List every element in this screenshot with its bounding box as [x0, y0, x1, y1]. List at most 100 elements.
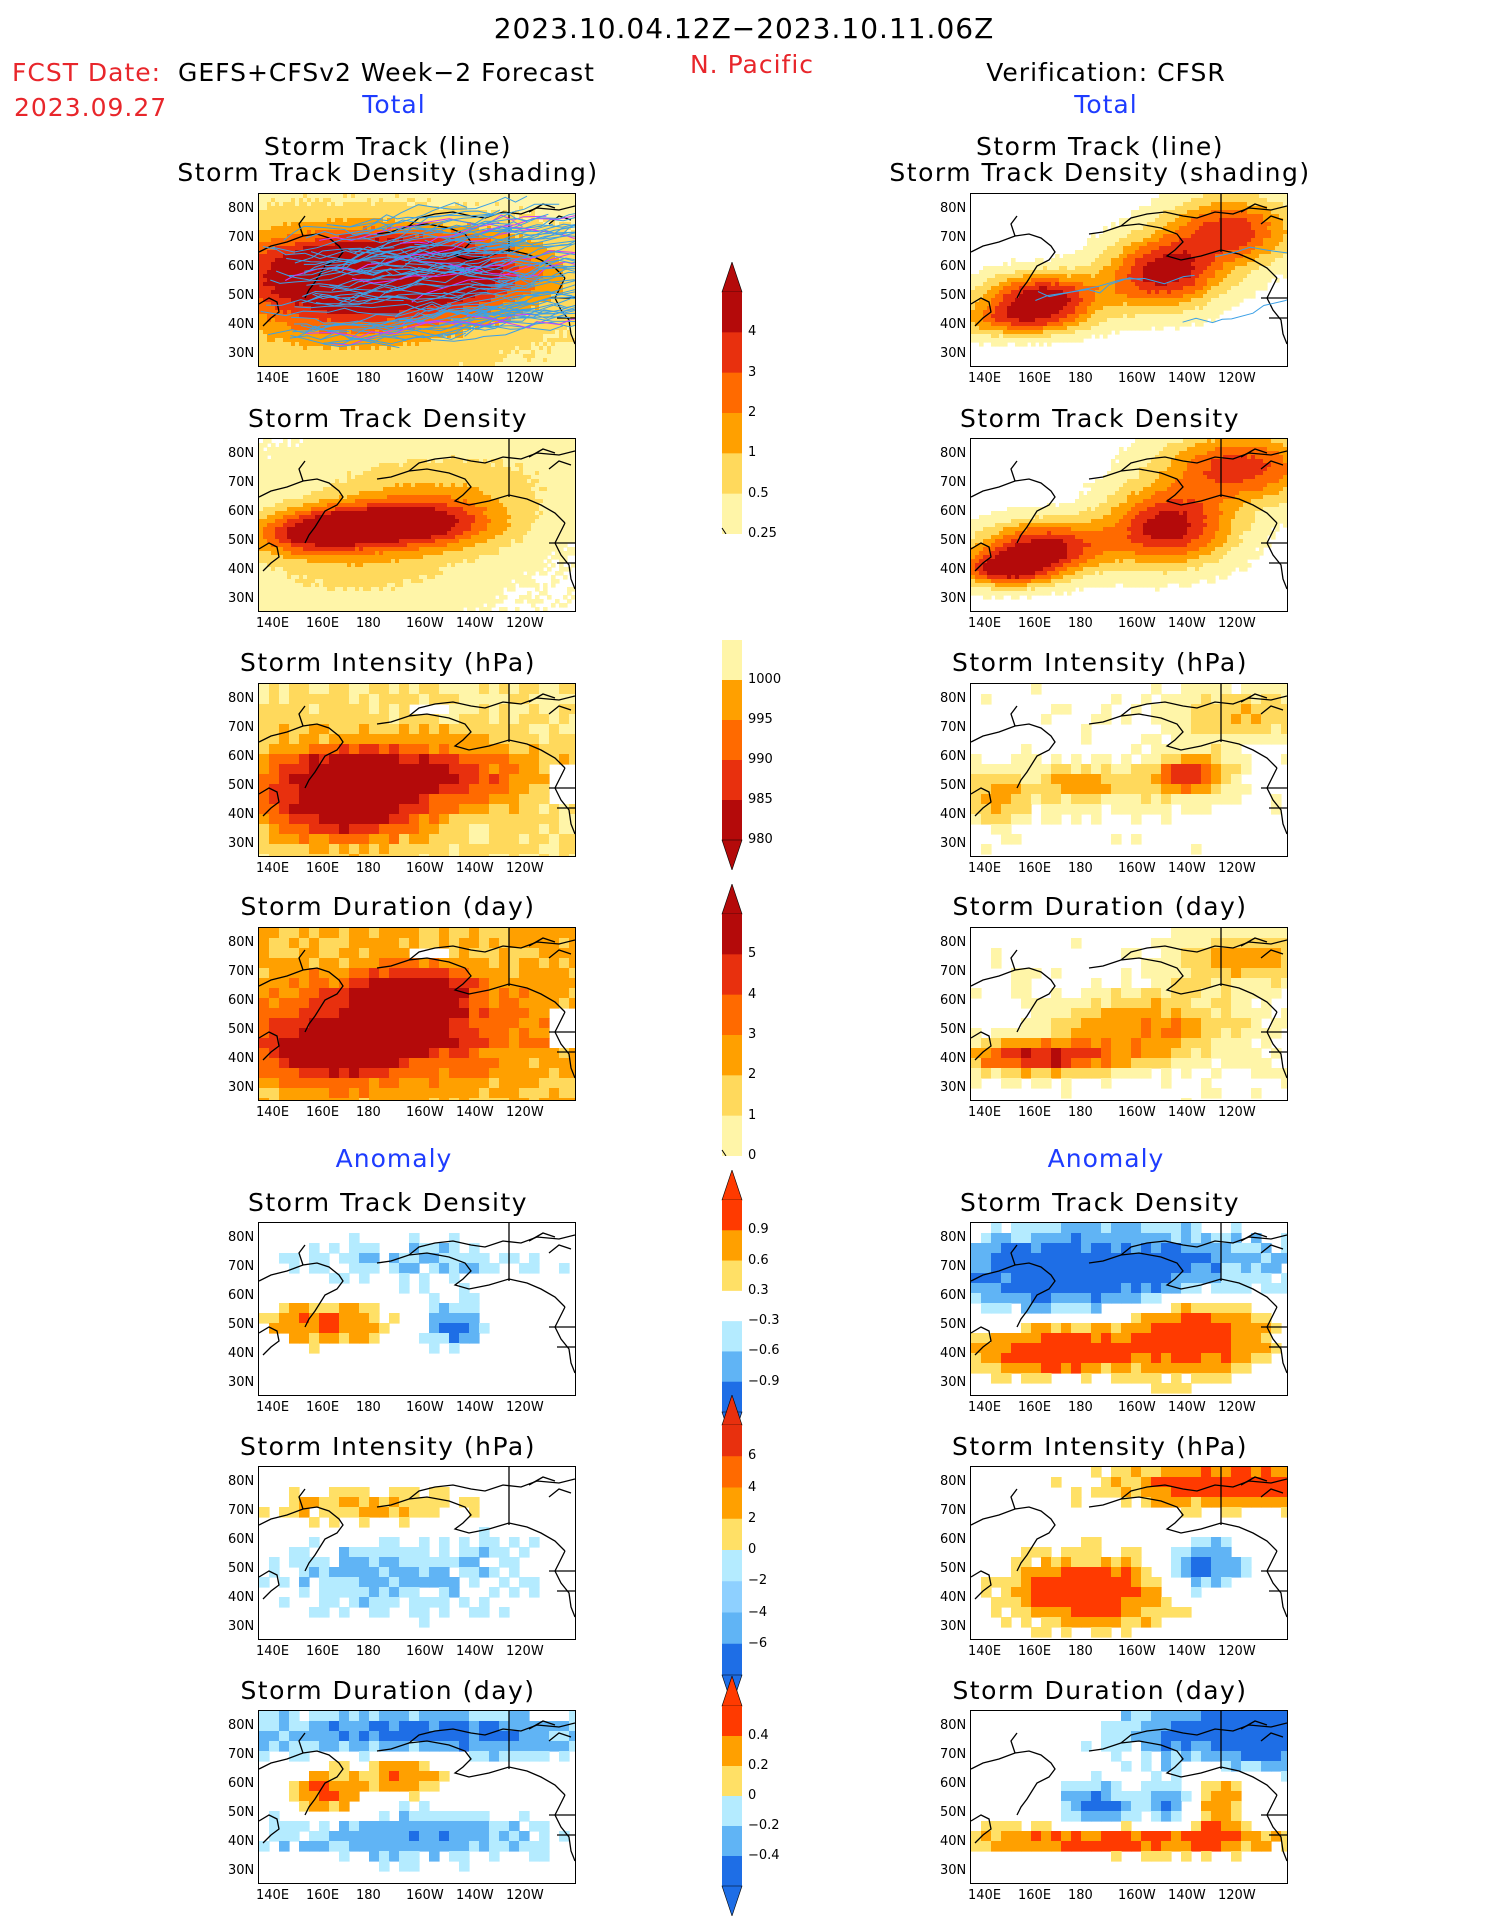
field-cell — [283, 346, 288, 351]
field-cell — [391, 463, 396, 468]
field-cell — [283, 479, 288, 484]
field-cell — [407, 210, 412, 215]
field-cell — [559, 326, 564, 331]
field-cell — [419, 499, 424, 504]
field-cell — [311, 310, 316, 315]
field-cell — [539, 362, 544, 366]
field-cell — [443, 222, 448, 227]
field-cell — [479, 334, 484, 339]
field-cell — [523, 326, 528, 331]
field-cell — [263, 218, 268, 223]
field-cell — [367, 443, 372, 448]
field-cell — [539, 479, 544, 484]
field-cell — [471, 511, 476, 516]
field-cell — [283, 503, 288, 508]
field-cell — [323, 467, 328, 472]
field-cell — [367, 254, 372, 259]
field-cell — [387, 242, 392, 247]
field-cell — [427, 206, 432, 211]
field-cell — [559, 270, 564, 275]
field-cell — [359, 511, 364, 516]
field-cell — [483, 338, 488, 343]
field-cell — [343, 483, 348, 488]
field-cell — [459, 346, 464, 351]
field-cell — [419, 342, 424, 347]
field-cell — [571, 487, 575, 492]
field-cell — [271, 479, 276, 484]
field-cell — [287, 487, 292, 492]
field-cell — [543, 294, 548, 299]
field-cell — [547, 250, 552, 255]
field-cell — [491, 354, 496, 359]
field-cell — [519, 302, 524, 307]
field-cell — [287, 495, 292, 500]
field-cell — [275, 314, 280, 319]
field-cell — [519, 294, 524, 299]
field-cell — [543, 507, 548, 512]
field-cell — [451, 483, 456, 488]
field-cell — [499, 326, 504, 331]
field-cell — [359, 350, 364, 355]
field-cell — [431, 439, 436, 444]
field-cell — [267, 511, 272, 516]
field-cell — [403, 194, 408, 199]
field-cell — [351, 194, 356, 199]
field-cell — [375, 238, 380, 243]
field-cell — [327, 242, 332, 247]
field-cell — [315, 330, 320, 335]
field-cell — [395, 495, 400, 500]
field-cell — [291, 246, 296, 251]
field-cell — [339, 234, 344, 239]
field-cell — [427, 451, 432, 456]
field-cell — [399, 274, 404, 279]
field-cell — [435, 358, 440, 363]
field-cell — [455, 350, 460, 355]
field-cell — [543, 471, 548, 476]
field-cell — [327, 194, 332, 199]
field-cell — [455, 302, 460, 307]
field-cell — [379, 467, 384, 472]
field-cell — [511, 266, 516, 271]
field-cell — [287, 250, 292, 255]
field-cell — [447, 459, 452, 464]
field-cell — [403, 479, 408, 484]
field-cell — [535, 258, 540, 263]
field-cell — [527, 254, 532, 259]
field-cell — [411, 515, 416, 520]
field-cell — [271, 294, 276, 299]
field-cell — [443, 298, 448, 303]
field-cell — [431, 479, 436, 484]
field-cell — [495, 503, 500, 508]
field-cell — [435, 515, 440, 520]
field-cell — [527, 463, 532, 468]
field-cell — [263, 230, 268, 235]
field-cell — [375, 354, 380, 359]
field-cell — [355, 495, 360, 500]
field-cell — [259, 214, 264, 219]
field-cell — [539, 250, 544, 255]
field-cell — [431, 471, 436, 476]
field-cell — [531, 362, 536, 366]
field-cell — [507, 354, 512, 359]
field-cell — [467, 447, 472, 452]
field-cell — [475, 451, 480, 456]
field-cell — [295, 354, 300, 359]
field-cell — [283, 515, 288, 520]
field-cell — [531, 258, 536, 263]
field-cell — [355, 455, 360, 460]
field-cell — [311, 330, 316, 335]
field-cell — [431, 491, 436, 496]
field-cell — [555, 230, 560, 235]
field-cell — [527, 471, 532, 476]
field-cell — [347, 447, 352, 452]
field-cell — [355, 354, 360, 359]
field-cell — [279, 362, 284, 366]
field-cell — [571, 226, 575, 231]
field-cell — [487, 298, 492, 303]
field-cell — [403, 515, 408, 520]
field-cell — [303, 286, 308, 291]
field-cell — [443, 290, 448, 295]
field-cell — [455, 286, 460, 291]
field-cell — [451, 362, 456, 366]
field-cell — [495, 447, 500, 452]
